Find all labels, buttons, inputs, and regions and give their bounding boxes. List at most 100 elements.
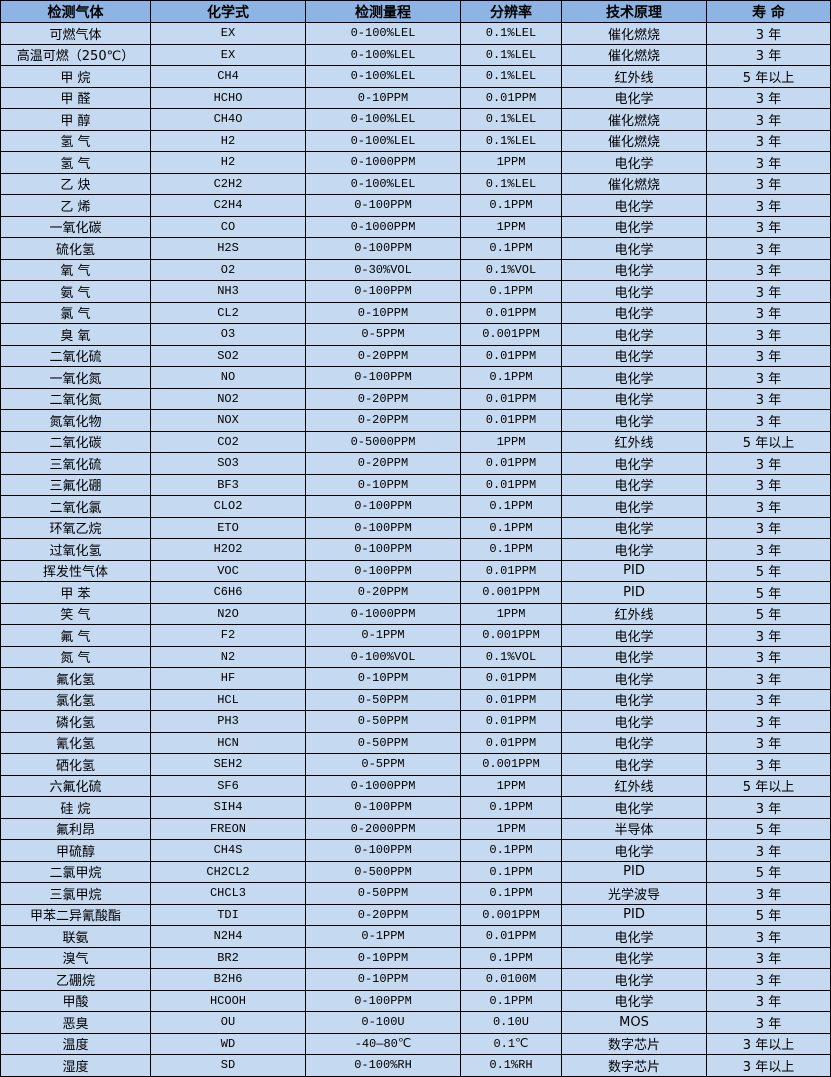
cell-principle: 电化学 bbox=[561, 452, 707, 475]
cell-gas: 六氟化硫 bbox=[0, 774, 151, 797]
cell-resolution: 0.1PPM bbox=[460, 237, 562, 260]
cell-principle: 电化学 bbox=[561, 366, 707, 389]
table-row: 甲苯二异氰酸酯 TDI 0-20PPM 0.001PPM PID 5 年 bbox=[0, 903, 831, 926]
cell-principle: 红外线 bbox=[561, 774, 707, 797]
table-row: 甲硫醇 CH4S 0-100PPM 0.1PPM 电化学 3 年 bbox=[0, 839, 831, 862]
cell-range: 0-100%LEL bbox=[305, 43, 461, 66]
cell-lifespan: 3 年 bbox=[706, 86, 831, 109]
cell-principle: 催化燃烧 bbox=[561, 22, 707, 45]
cell-range: 0-20PPM bbox=[305, 344, 461, 367]
cell-formula: FREON bbox=[150, 817, 306, 840]
cell-principle: 电化学 bbox=[561, 495, 707, 518]
cell-principle: 催化燃烧 bbox=[561, 129, 707, 152]
table-row: 甲 苯 C6H6 0-20PPM 0.001PPM PID 5 年 bbox=[0, 581, 831, 604]
cell-range: 0-10PPM bbox=[305, 946, 461, 969]
cell-gas: 溴气 bbox=[0, 946, 151, 969]
cell-lifespan: 5 年 bbox=[706, 903, 831, 926]
cell-resolution: 0.1PPM bbox=[460, 280, 562, 303]
cell-lifespan: 3 年 bbox=[706, 624, 831, 647]
cell-formula: H2O2 bbox=[150, 538, 306, 561]
cell-lifespan: 3 年 bbox=[706, 516, 831, 539]
table-row: 溴气 BR2 0-10PPM 0.1PPM 电化学 3 年 bbox=[0, 946, 831, 969]
cell-principle: MOS bbox=[561, 1011, 707, 1034]
header-row: 检测气体 化学式 检测量程 分辨率 技术原理 寿 命 bbox=[0, 0, 831, 23]
cell-range: 0-100PPM bbox=[305, 237, 461, 260]
table-row: 磷化氢 PH3 0-50PPM 0.01PPM 电化学 3 年 bbox=[0, 710, 831, 733]
cell-gas: 联氨 bbox=[0, 925, 151, 948]
cell-principle: 红外线 bbox=[561, 430, 707, 453]
table-row: 二氧化碳 CO2 0-5000PPM 1PPM 红外线 5 年以上 bbox=[0, 430, 831, 453]
cell-resolution: 0.01PPM bbox=[460, 344, 562, 367]
cell-lifespan: 3 年 bbox=[706, 731, 831, 754]
cell-lifespan: 3 年 bbox=[706, 151, 831, 174]
cell-formula: NOX bbox=[150, 409, 306, 432]
table-row: 硅 烷 SIH4 0-100PPM 0.1PPM 电化学 3 年 bbox=[0, 796, 831, 819]
cell-range: 0-100%LEL bbox=[305, 172, 461, 195]
cell-resolution: 1PPM bbox=[460, 774, 562, 797]
cell-lifespan: 3 年 bbox=[706, 237, 831, 260]
cell-gas: 氯化氢 bbox=[0, 688, 151, 711]
table-row: 氢 气 H2 0-1000PPM 1PPM 电化学 3 年 bbox=[0, 151, 831, 174]
cell-gas: 甲 醛 bbox=[0, 86, 151, 109]
cell-gas: 甲硫醇 bbox=[0, 839, 151, 862]
cell-lifespan: 3 年 bbox=[706, 452, 831, 475]
cell-lifespan: 3 年 bbox=[706, 989, 831, 1012]
cell-principle: PID bbox=[561, 581, 707, 604]
cell-formula: NH3 bbox=[150, 280, 306, 303]
cell-principle: 催化燃烧 bbox=[561, 108, 707, 131]
cell-principle: 电化学 bbox=[561, 989, 707, 1012]
cell-lifespan: 3 年 bbox=[706, 968, 831, 991]
table-row: 六氟化硫 SF6 0-1000PPM 1PPM 红外线 5 年以上 bbox=[0, 774, 831, 797]
cell-principle: 电化学 bbox=[561, 194, 707, 217]
cell-resolution: 0.1PPM bbox=[460, 839, 562, 862]
cell-lifespan: 3 年 bbox=[706, 387, 831, 410]
cell-range: 0-1000PPM bbox=[305, 602, 461, 625]
cell-lifespan: 5 年 bbox=[706, 602, 831, 625]
cell-resolution: 0.1%LEL bbox=[460, 129, 562, 152]
cell-resolution: 0.01PPM bbox=[460, 301, 562, 324]
cell-gas: 氢 气 bbox=[0, 151, 151, 174]
cell-principle: 电化学 bbox=[561, 710, 707, 733]
cell-principle: 电化学 bbox=[561, 688, 707, 711]
cell-range: 0-10PPM bbox=[305, 667, 461, 690]
cell-range: 0-500PPM bbox=[305, 860, 461, 883]
cell-lifespan: 3 年 bbox=[706, 1011, 831, 1034]
table-row: 氟化氢 HF 0-10PPM 0.01PPM 电化学 3 年 bbox=[0, 667, 831, 690]
table-row: 氧 气 O2 0-30%VOL 0.1%VOL 电化学 3 年 bbox=[0, 258, 831, 281]
cell-gas: 湿度 bbox=[0, 1054, 151, 1077]
cell-gas: 氟 气 bbox=[0, 624, 151, 647]
table-row: 恶臭 OU 0-100U 0.10U MOS 3 年 bbox=[0, 1011, 831, 1034]
cell-formula: C6H6 bbox=[150, 581, 306, 604]
cell-lifespan: 3 年 bbox=[706, 710, 831, 733]
cell-principle: 电化学 bbox=[561, 237, 707, 260]
cell-principle: 电化学 bbox=[561, 538, 707, 561]
cell-principle: 电化学 bbox=[561, 796, 707, 819]
cell-lifespan: 3 年 bbox=[706, 301, 831, 324]
cell-resolution: 0.01PPM bbox=[460, 387, 562, 410]
cell-principle: 电化学 bbox=[561, 473, 707, 496]
cell-resolution: 0.001PPM bbox=[460, 624, 562, 647]
table-row: 二氧化氮 NO2 0-20PPM 0.01PPM 电化学 3 年 bbox=[0, 387, 831, 410]
cell-principle: 数字芯片 bbox=[561, 1054, 707, 1077]
cell-lifespan: 3 年 bbox=[706, 344, 831, 367]
cell-range: 0-100%LEL bbox=[305, 129, 461, 152]
cell-principle: 电化学 bbox=[561, 667, 707, 690]
cell-gas: 恶臭 bbox=[0, 1011, 151, 1034]
table-row: 甲 烷 CH4 0-100%LEL 0.1%LEL 红外线 5 年以上 bbox=[0, 65, 831, 88]
cell-principle: 电化学 bbox=[561, 387, 707, 410]
cell-formula: BF3 bbox=[150, 473, 306, 496]
cell-principle: 电化学 bbox=[561, 516, 707, 539]
cell-lifespan: 3 年 bbox=[706, 839, 831, 862]
cell-resolution: 0.1%LEL bbox=[460, 108, 562, 131]
table-row: 氢 气 H2 0-100%LEL 0.1%LEL 催化燃烧 3 年 bbox=[0, 129, 831, 152]
cell-lifespan: 5 年以上 bbox=[706, 65, 831, 88]
cell-lifespan: 5 年以上 bbox=[706, 430, 831, 453]
table-row: 氟利昂 FREON 0-2000PPM 1PPM 半导体 5 年 bbox=[0, 817, 831, 840]
cell-range: 0-100%LEL bbox=[305, 108, 461, 131]
cell-formula: O3 bbox=[150, 323, 306, 346]
cell-resolution: 0.01PPM bbox=[460, 559, 562, 582]
cell-lifespan: 5 年 bbox=[706, 581, 831, 604]
cell-formula: SD bbox=[150, 1054, 306, 1077]
cell-lifespan: 3 年 bbox=[706, 925, 831, 948]
cell-range: 0-50PPM bbox=[305, 882, 461, 905]
